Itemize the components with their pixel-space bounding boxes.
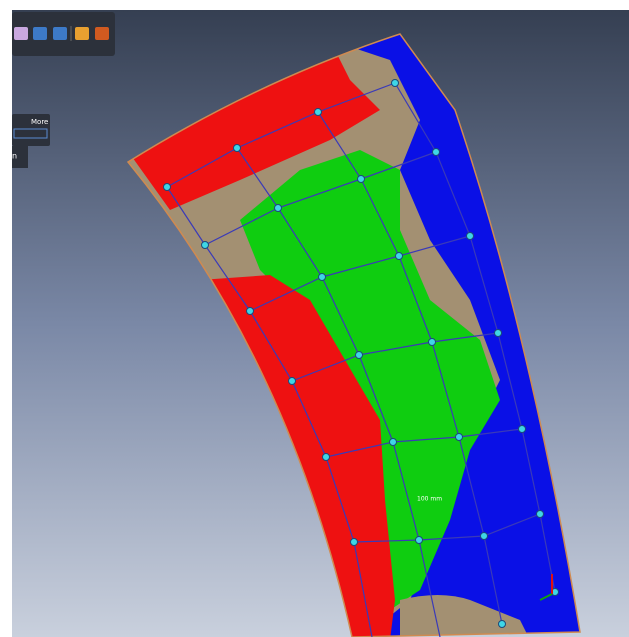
tool-button[interactable]	[33, 27, 47, 40]
tool-button[interactable]	[75, 27, 89, 40]
tool-button[interactable]	[14, 27, 28, 40]
panel-outline	[126, 33, 581, 637]
side-tab-label: n	[12, 152, 17, 161]
side-panel: More n	[12, 114, 50, 168]
toolbar	[12, 12, 115, 56]
tool-button[interactable]	[95, 27, 109, 40]
side-tab[interactable]	[12, 146, 28, 168]
scale-label: 100 mm	[417, 496, 442, 503]
slider[interactable]	[13, 128, 48, 139]
tool-button[interactable]	[53, 27, 67, 40]
region-tan-bottom	[400, 595, 530, 637]
region-green	[240, 150, 500, 610]
more-button[interactable]: More	[31, 118, 48, 126]
region-red-top	[128, 40, 380, 210]
axis-triad	[539, 574, 553, 601]
mesh-nodes	[163, 79, 559, 628]
